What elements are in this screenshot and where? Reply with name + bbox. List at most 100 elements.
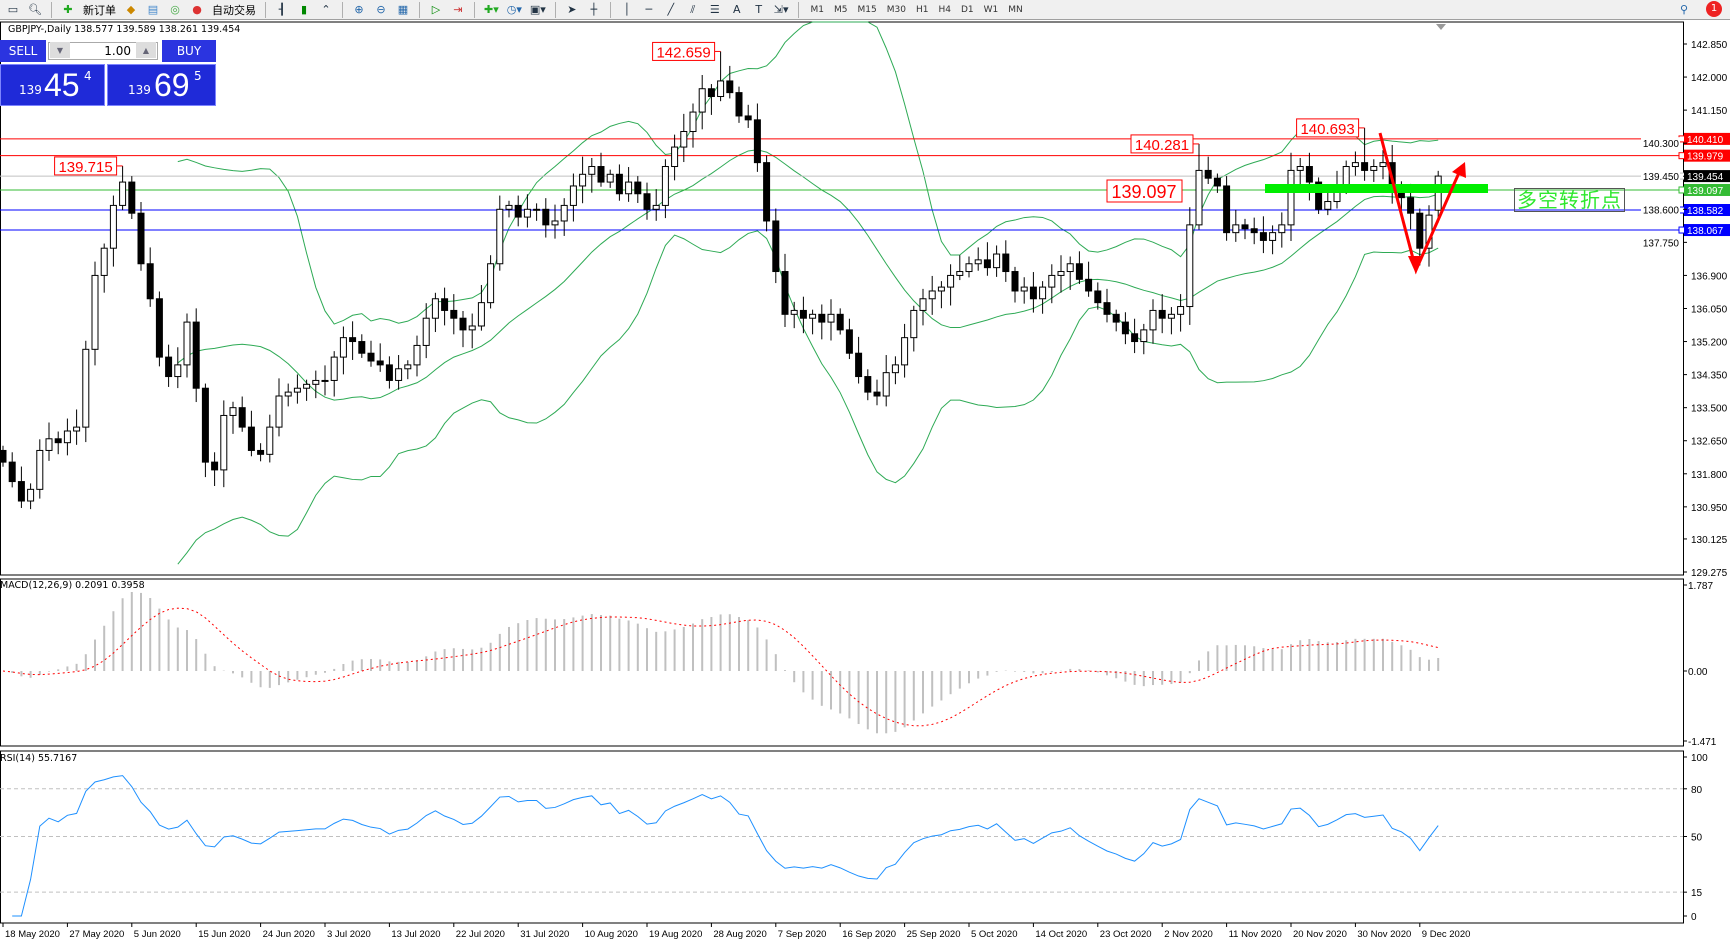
market-watch-icon[interactable]: ◆	[126, 3, 136, 16]
horizontal-line-icon[interactable]: ─	[645, 3, 653, 16]
channel-icon[interactable]: ⫽	[690, 2, 696, 16]
candle-body	[735, 92, 743, 117]
rsi-panel: 100 80 50 15 0	[0, 753, 1708, 923]
vertical-line-icon[interactable]: │	[623, 3, 631, 16]
crosshair-icon[interactable]: ┼	[590, 3, 598, 16]
y-tick-label: 142.850	[1691, 40, 1728, 51]
candle-body	[238, 407, 246, 428]
text-icon[interactable]: A	[733, 3, 741, 16]
candle-body	[1195, 169, 1203, 226]
tile-windows-icon[interactable]: ▦	[397, 3, 409, 16]
candle-body	[551, 220, 559, 226]
x-tick-label: 16 Sep 2020	[842, 929, 896, 940]
candle	[799, 296, 807, 334]
candle	[1103, 288, 1111, 323]
candle-body	[1259, 232, 1267, 241]
y-tick-label-bg	[1641, 170, 1680, 183]
bar-chart-icon[interactable]: ┨	[278, 3, 286, 16]
candle	[367, 340, 375, 367]
lot-decrease-icon[interactable]: ▼	[50, 42, 70, 58]
timeframe-h1[interactable]: H1	[915, 4, 929, 15]
candle-body	[339, 337, 347, 358]
candle	[1416, 208, 1424, 266]
candle	[82, 340, 90, 443]
line-chart-icon[interactable]: ⌃	[321, 3, 331, 16]
candle-body	[8, 461, 16, 483]
navigator-icon[interactable]: ▤	[147, 3, 159, 16]
candle	[735, 86, 743, 123]
open-icon[interactable]: ▭	[7, 3, 19, 16]
pivot-zone-bar[interactable]	[1265, 184, 1488, 193]
sell-button[interactable]: SELL	[0, 40, 46, 62]
zoom-out-icon[interactable]: ⊖	[376, 3, 386, 16]
price-tag-bg	[1684, 183, 1730, 196]
signals-icon[interactable]: ◎	[170, 3, 180, 16]
notification-badge[interactable]: 1	[1706, 1, 1722, 17]
new-order-icon[interactable]: ✚	[63, 3, 73, 16]
chart-shift-icon[interactable]: ⇥	[453, 3, 463, 16]
timeframe-w1[interactable]: W1	[983, 4, 999, 15]
x-tick-label: 15 Jun 2020	[198, 929, 250, 940]
indicators-icon[interactable]: ✚▾	[484, 3, 499, 16]
timeframe-m1[interactable]: M1	[810, 4, 825, 15]
candle-body	[717, 80, 725, 98]
candle-body	[284, 391, 292, 397]
arrows-icon[interactable]: ⇲▾	[773, 3, 789, 16]
candle-body	[818, 313, 826, 323]
candle	[238, 396, 246, 432]
candle-body	[27, 488, 35, 502]
timeframe-m30[interactable]: M30	[886, 4, 906, 15]
price-tag-bg	[1684, 224, 1730, 237]
price-tag: 139.979	[1687, 152, 1724, 163]
periods-icon[interactable]: ◷▾	[506, 3, 522, 16]
candle	[643, 182, 651, 220]
lot-size-input[interactable]: 1.00	[48, 42, 158, 60]
templates-icon[interactable]: ▣▾	[529, 3, 546, 16]
fibonacci-icon[interactable]: ☰	[709, 3, 720, 16]
candle-body	[1085, 278, 1093, 292]
candle-body	[303, 383, 311, 389]
candle	[726, 65, 734, 99]
zoom-in-icon[interactable]: ⊕	[354, 3, 364, 16]
search-icon[interactable]: ⚲	[1679, 3, 1689, 16]
lot-increase-icon[interactable]: ▲	[136, 42, 156, 58]
auto-trading-icon[interactable]: ●	[192, 3, 202, 16]
magnifier-icon[interactable]: 🔍︎	[28, 3, 42, 16]
sell-price[interactable]: 139 45 4	[0, 64, 105, 106]
auto-trading-button[interactable]: 自动交易	[212, 3, 256, 17]
text-label-icon[interactable]: T	[755, 3, 763, 16]
drawings[interactable]: 139.097	[1106, 132, 1488, 275]
candle-body	[385, 364, 393, 381]
candle-body	[192, 321, 200, 389]
buy-price[interactable]: 139 69 5	[107, 64, 216, 106]
timeframe-mn[interactable]: MN	[1008, 4, 1023, 15]
auto-scroll-icon[interactable]: ▷	[431, 3, 441, 16]
annotation-text[interactable]: 多空转折点	[1514, 188, 1625, 212]
candle	[487, 255, 495, 309]
candle-body	[257, 449, 265, 455]
cursor-icon[interactable]: ➤	[567, 3, 577, 16]
timeframe-h4[interactable]: H4	[938, 4, 951, 15]
candle	[680, 113, 688, 163]
high-label-box	[652, 41, 716, 61]
divider	[265, 1, 266, 18]
new-order-button[interactable]: 新订单	[83, 3, 116, 17]
candle-body	[36, 449, 44, 490]
buy-button[interactable]: BUY	[162, 40, 216, 62]
candle	[707, 84, 715, 115]
candle	[882, 355, 890, 407]
x-tick-label: 23 Oct 2020	[1100, 929, 1152, 940]
chart-shift-marker-icon[interactable]	[1436, 24, 1446, 30]
candle	[468, 313, 476, 349]
candlestick-icon[interactable]: ▮	[300, 3, 308, 16]
trendline-icon[interactable]: ╱	[667, 3, 675, 16]
x-tick-label: 31 Jul 2020	[520, 929, 569, 940]
timeframe-m15[interactable]: M15	[857, 4, 877, 15]
candle	[450, 294, 458, 335]
x-tick-label: 13 Jul 2020	[391, 929, 440, 940]
timeframe-d1[interactable]: D1	[960, 4, 974, 15]
timeframe-m5[interactable]: M5	[834, 4, 848, 15]
x-tick-label: 19 Aug 2020	[649, 929, 702, 940]
candle-body	[937, 286, 945, 292]
